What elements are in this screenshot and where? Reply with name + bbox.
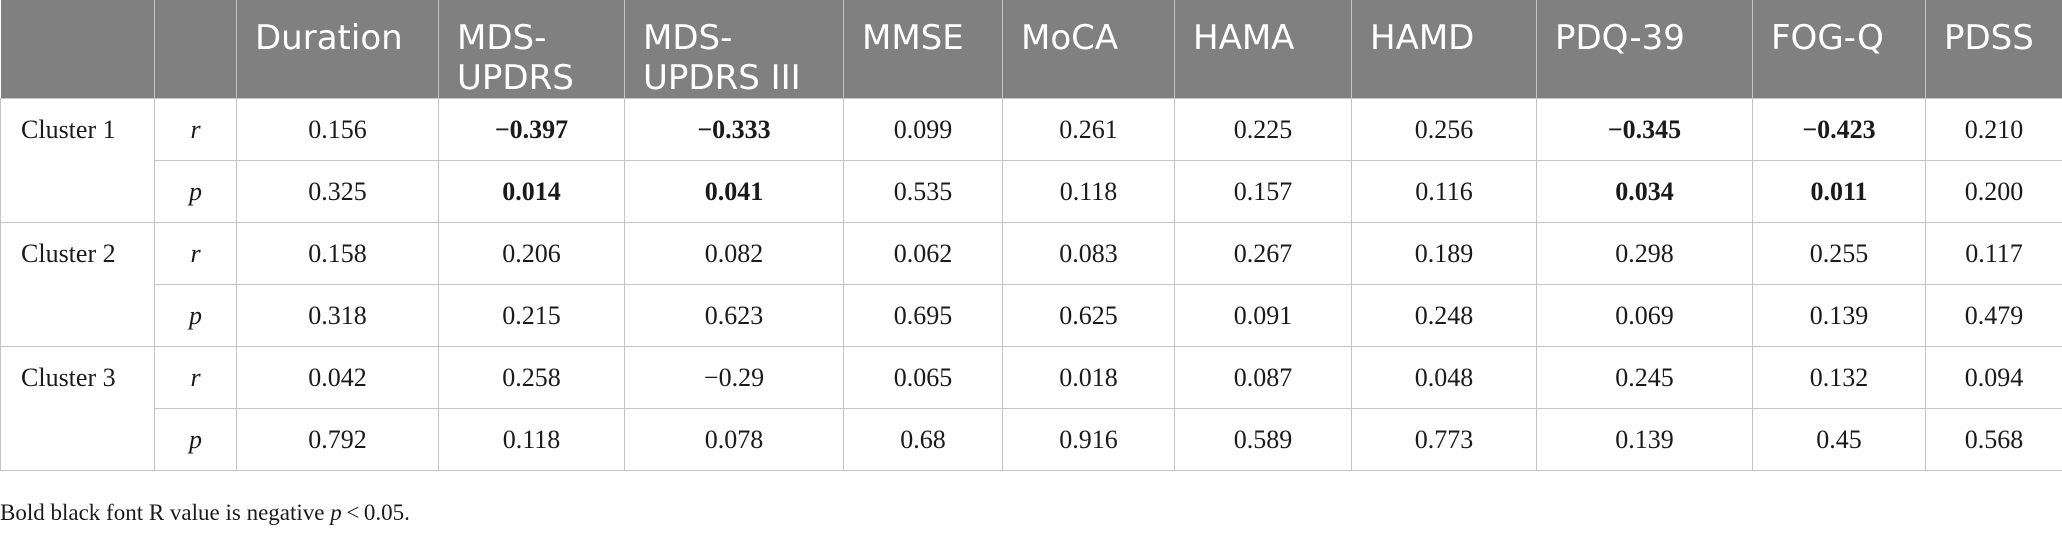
table-cell: 0.200 <box>1925 160 2062 223</box>
header-pdq-39: PDQ-39 <box>1536 0 1753 99</box>
header-row: Duration MDS- UPDRS MDS- UPDRS III MMSE MoCA… <box>0 0 2062 99</box>
table-cell: −0.29 <box>624 346 844 409</box>
table-cell: 0.065 <box>843 346 1003 409</box>
table-cell: 0.014 <box>438 160 625 223</box>
table-body: Cluster 1 r 0.156 −0.397 −0.333 0.099 0.261 0.2… <box>0 98 2062 471</box>
table-cell: 0.568 <box>1925 408 2062 471</box>
table-cell: 0.623 <box>624 284 844 347</box>
table-cell: 0.158 <box>236 222 439 285</box>
header-hamd: HAMD <box>1351 0 1537 99</box>
table-cell: 0.041 <box>624 160 844 223</box>
table-cell: 0.325 <box>236 160 439 223</box>
table-cell: 0.773 <box>1351 408 1537 471</box>
table-cell: 0.256 <box>1351 98 1537 161</box>
header-mmse: MMSE <box>843 0 1003 99</box>
table-cell: 0.083 <box>1002 222 1175 285</box>
stat-label: p <box>154 284 237 347</box>
table-cell: 0.206 <box>438 222 625 285</box>
table-row: p 0.792 0.118 0.078 0.68 0.916 0.589 0.773 0.139… <box>1 408 2062 471</box>
table-cell: 0.094 <box>1925 346 2062 409</box>
table-cell: 0.589 <box>1174 408 1352 471</box>
table-cell: 0.011 <box>1752 160 1926 223</box>
table-cell: 0.018 <box>1002 346 1175 409</box>
header-mds--updrs-iii: MDS- UPDRS III <box>624 0 844 99</box>
table-cell: 0.082 <box>624 222 844 285</box>
table-cell: 0.68 <box>843 408 1003 471</box>
table-container: Duration MDS- UPDRS MDS- UPDRS III MMSE MoCA… <box>0 0 2062 471</box>
table-cell: 0.087 <box>1174 346 1352 409</box>
table-cell: 0.048 <box>1351 346 1537 409</box>
stat-label: r <box>154 222 237 285</box>
table-cell: 0.099 <box>843 98 1003 161</box>
table-cell: 0.118 <box>438 408 625 471</box>
header-duration: Duration <box>236 0 439 99</box>
table-cell: 0.248 <box>1351 284 1537 347</box>
table-row: p 0.325 0.014 0.041 0.535 0.118 0.157 0.116 0.03… <box>1 160 2062 223</box>
table-cell: 0.189 <box>1351 222 1537 285</box>
table-cell: 0.245 <box>1536 346 1753 409</box>
header-moca: MoCA <box>1002 0 1175 99</box>
table-cell: 0.042 <box>236 346 439 409</box>
table-cell: 0.117 <box>1925 222 2062 285</box>
table-cell: 0.255 <box>1752 222 1926 285</box>
table-cell: 0.215 <box>438 284 625 347</box>
table-cell: 0.695 <box>843 284 1003 347</box>
table-cell: 0.091 <box>1174 284 1352 347</box>
table-cell: 0.625 <box>1002 284 1175 347</box>
table-cell: −0.333 <box>624 98 844 161</box>
table-cell: 0.069 <box>1536 284 1753 347</box>
table-cell: 0.078 <box>624 408 844 471</box>
header-blank-0 <box>0 0 155 99</box>
footnote-suffix: < 0.05. <box>341 500 410 525</box>
table-cell: 0.118 <box>1002 160 1175 223</box>
table-cell: 0.116 <box>1351 160 1537 223</box>
table-row: p 0.318 0.215 0.623 0.695 0.625 0.091 0.248 0.06… <box>1 284 2062 347</box>
cluster-label: Cluster 3 <box>0 346 155 471</box>
table-row: Cluster 3 r 0.042 0.258 −0.29 0.065 0.018 0.087… <box>0 346 2062 471</box>
header-fog-q: FOG-Q <box>1752 0 1926 99</box>
header-pdss: PDSS <box>1925 0 2062 99</box>
table-cell: 0.034 <box>1536 160 1753 223</box>
table-cell: 0.479 <box>1925 284 2062 347</box>
stat-label: p <box>154 408 237 471</box>
table-cell: 0.916 <box>1002 408 1175 471</box>
table-cell: −0.423 <box>1752 98 1926 161</box>
table-cell: 0.139 <box>1536 408 1753 471</box>
table-cell: 0.156 <box>236 98 439 161</box>
footnote-prefix: Bold black font R value is negative <box>0 500 331 525</box>
stat-label: r <box>154 98 237 161</box>
table-cell: 0.132 <box>1752 346 1926 409</box>
table-cell: 0.792 <box>236 408 439 471</box>
table-cell: 0.298 <box>1536 222 1753 285</box>
table-cell: 0.157 <box>1174 160 1352 223</box>
table-cell: 0.258 <box>438 346 625 409</box>
table-cell: 0.45 <box>1752 408 1926 471</box>
stat-label: r <box>154 346 237 409</box>
table-cell: 0.225 <box>1174 98 1352 161</box>
table-cell: 0.062 <box>843 222 1003 285</box>
table-cell: 0.139 <box>1752 284 1926 347</box>
stat-label: p <box>154 160 237 223</box>
table-cell: 0.210 <box>1925 98 2062 161</box>
table-row: Cluster 2 r 0.158 0.206 0.082 0.062 0.083 0.267… <box>0 222 2062 347</box>
header-blank-1 <box>154 0 237 99</box>
table-cell: 0.261 <box>1002 98 1175 161</box>
table-header: Duration MDS- UPDRS MDS- UPDRS III MMSE MoCA… <box>0 0 2062 99</box>
cluster-label: Cluster 1 <box>0 98 155 223</box>
footnote-italic: p <box>330 500 342 525</box>
header-hama: HAMA <box>1174 0 1352 99</box>
table-cell: 0.318 <box>236 284 439 347</box>
table-cell: −0.397 <box>438 98 625 161</box>
table-cell: 0.535 <box>843 160 1003 223</box>
header-mds--updrs: MDS- UPDRS <box>438 0 625 99</box>
correlation-table: Duration MDS- UPDRS MDS- UPDRS III MMSE MoCA… <box>0 0 2062 471</box>
table-cell: −0.345 <box>1536 98 1753 161</box>
table-footnote: Bold black font R value is negative p < … <box>0 500 410 526</box>
cluster-label: Cluster 2 <box>0 222 155 347</box>
table-cell: 0.267 <box>1174 222 1352 285</box>
table-row: Cluster 1 r 0.156 −0.397 −0.333 0.099 0.261 0.2… <box>0 98 2062 223</box>
